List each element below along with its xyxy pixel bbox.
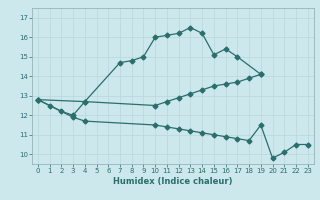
X-axis label: Humidex (Indice chaleur): Humidex (Indice chaleur) — [113, 177, 233, 186]
